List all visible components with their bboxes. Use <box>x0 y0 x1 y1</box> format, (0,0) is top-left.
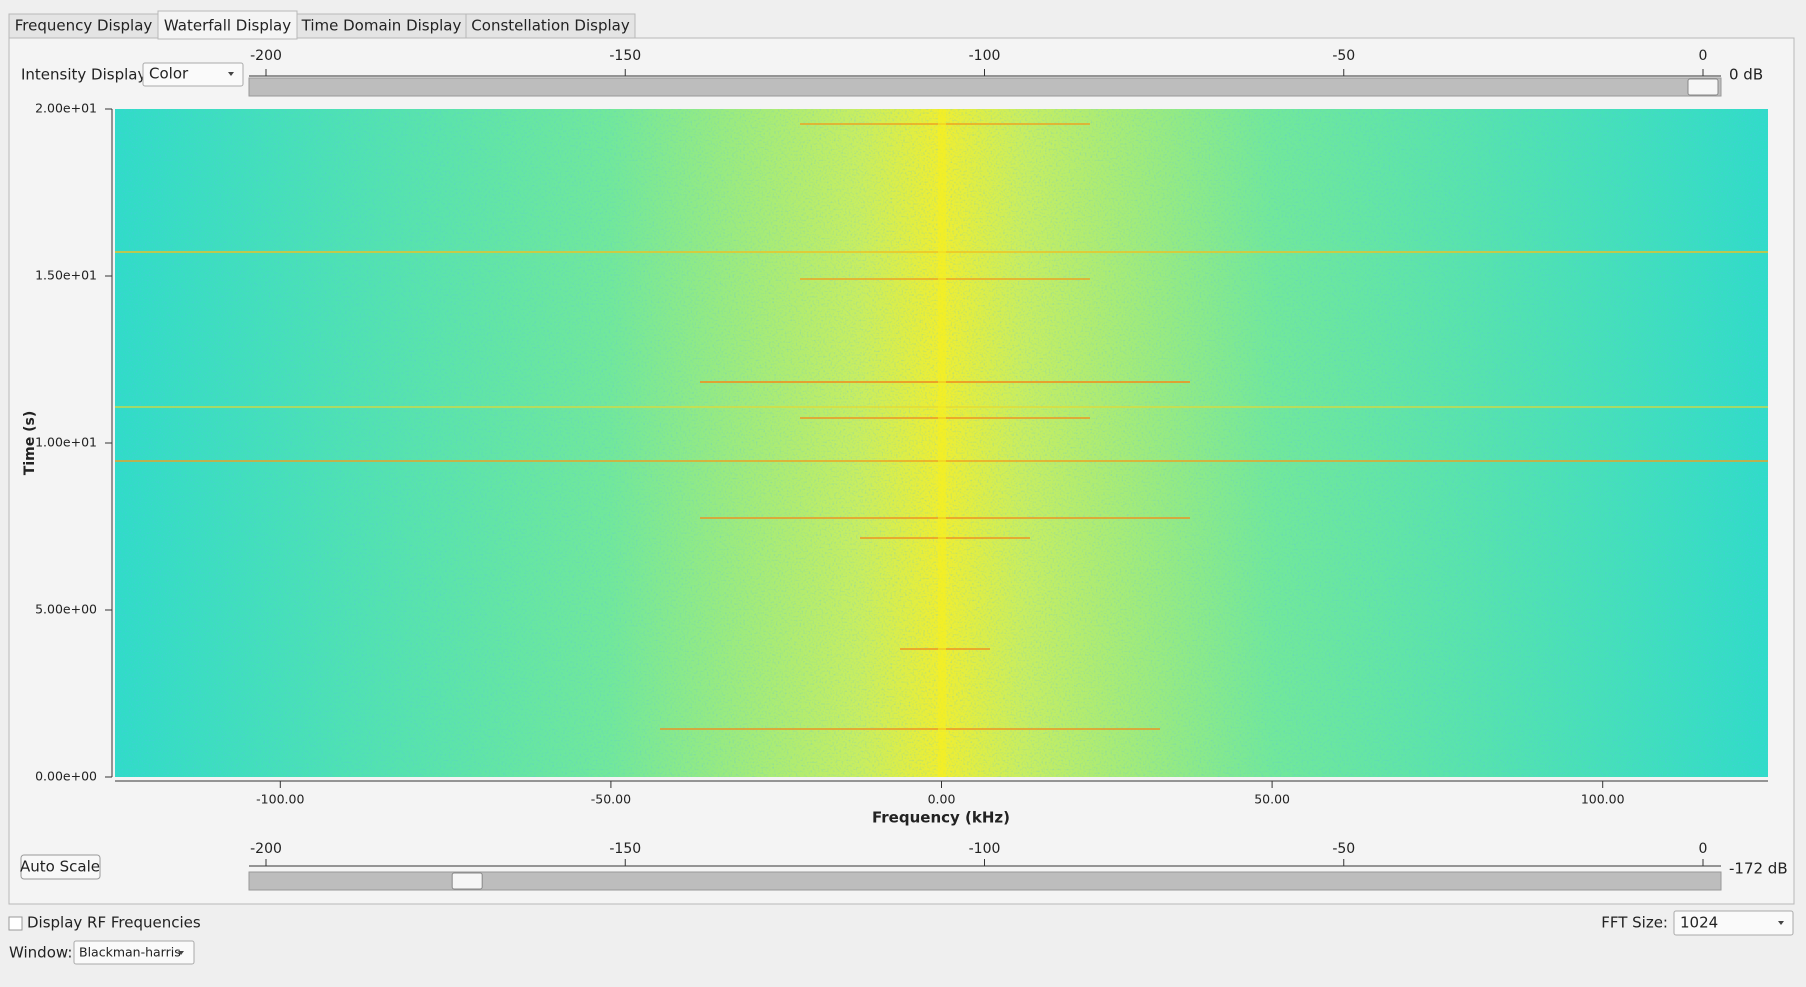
slider-tick-label: -50 <box>1332 841 1355 857</box>
x-tick-label: -50.00 <box>591 792 631 807</box>
y-tick-label: 2.00e+01 <box>35 101 97 116</box>
tab[interactable] <box>157 10 298 40</box>
x-tick-label: 0.00 <box>928 792 956 807</box>
slider-tick-label: -150 <box>609 48 641 64</box>
y-tick-label: 1.00e+01 <box>35 435 97 450</box>
slider-tick-label: -200 <box>250 48 282 64</box>
intensity-value: Color <box>149 65 189 83</box>
slider-value-label: 0 dB <box>1729 66 1763 84</box>
auto-scale-label: Auto Scale <box>20 858 100 876</box>
slider-tick-label: 0 <box>1699 841 1708 857</box>
slider-handle[interactable] <box>451 872 483 890</box>
window-value: Blackman-harris <box>79 945 181 960</box>
tab-label: Time Domain Display <box>301 17 462 35</box>
y-tick-label: 0.00e+00 <box>35 769 97 784</box>
rf-checkbox-label: Display RF Frequencies <box>27 914 201 932</box>
slider-track[interactable] <box>248 77 1722 97</box>
tab-label: Frequency Display <box>15 17 153 35</box>
waterfall-streaks <box>115 109 1768 777</box>
y-tick-label: 1.50e+01 <box>35 268 97 283</box>
slider-track[interactable] <box>248 871 1722 891</box>
slider-tick-label: -50 <box>1332 48 1355 64</box>
fft-label: FFT Size: <box>1601 914 1668 932</box>
combo-arrow <box>228 72 234 76</box>
y-axis-title: Time (s) <box>22 411 38 475</box>
window-combo[interactable] <box>73 940 195 965</box>
fft-value: 1024 <box>1680 914 1718 932</box>
x-tick-label: 100.00 <box>1581 792 1625 807</box>
x-tick-label: -100.00 <box>256 792 304 807</box>
tab[interactable] <box>296 13 467 39</box>
tab-label: Waterfall Display <box>164 17 291 35</box>
rf-checkbox[interactable] <box>8 916 23 931</box>
fft-combo[interactable] <box>1673 910 1794 936</box>
slider-value-label: -172 dB <box>1729 860 1788 878</box>
slider-tick-label: 0 <box>1699 48 1708 64</box>
x-tick-label: 50.00 <box>1254 792 1290 807</box>
slider-handle[interactable] <box>1687 78 1719 96</box>
slider-tick-label: -200 <box>250 841 282 857</box>
slider-tick-label: -100 <box>969 48 1001 64</box>
slider-tick-label: -150 <box>609 841 641 857</box>
y-tick-label: 5.00e+00 <box>35 602 97 617</box>
slider-tick-label: -100 <box>969 841 1001 857</box>
intensity-label: Intensity Display: <box>21 66 150 84</box>
combo-arrow <box>1778 921 1784 925</box>
combo-arrow <box>178 951 184 955</box>
window-label: Window: <box>9 944 72 962</box>
tab-label: Constellation Display <box>471 17 630 35</box>
x-axis-title: Frequency (kHz) <box>872 809 1010 827</box>
tab[interactable] <box>8 13 159 39</box>
intensity-combo[interactable] <box>142 62 244 87</box>
tab[interactable] <box>465 13 636 39</box>
auto-scale-button[interactable] <box>20 854 101 880</box>
